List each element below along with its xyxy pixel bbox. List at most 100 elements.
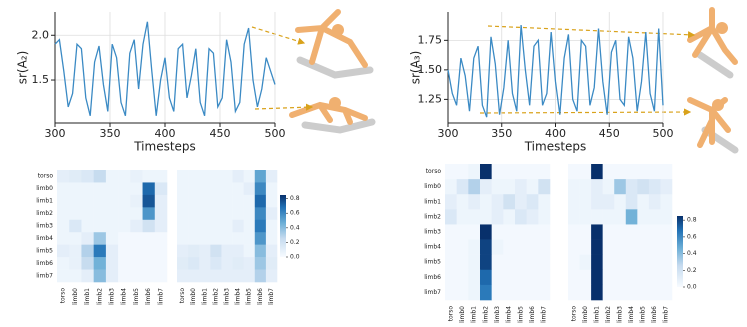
heatmap-cell (93, 244, 107, 258)
heatmap-cell (503, 179, 516, 195)
heatmap-cell (602, 209, 615, 225)
heatmap-cell (105, 219, 119, 233)
heatmap-cell (648, 194, 661, 210)
column-label: limb4 (506, 306, 513, 323)
heatmap-cell (503, 284, 516, 301)
heatmap-cell (568, 179, 580, 195)
x-axis-label: Timesteps (524, 140, 587, 154)
heatmap-cell (579, 224, 592, 240)
heatmap-cell (210, 232, 222, 245)
heatmap-cell (69, 257, 82, 270)
axis-frame (54, 12, 275, 124)
heatmap-cell (660, 194, 673, 210)
heatmap-cell (154, 194, 168, 208)
colorbar-tick-label: 0.4 (687, 250, 697, 257)
colorbar-tick-label: 0.4 (290, 224, 300, 231)
heatmap-cell (188, 232, 200, 245)
column-label: limb6 (529, 306, 536, 323)
heatmap-cell (568, 239, 580, 255)
row-label: limb5 (36, 247, 53, 254)
heatmap-cell (468, 239, 481, 255)
heatmap-cell (526, 164, 539, 180)
heatmap-cell (538, 269, 551, 286)
heatmap-cell (468, 209, 481, 225)
colorbar-tick-label: 0.0 (290, 254, 300, 261)
heatmap-cell (515, 254, 527, 271)
heatmap-cell (93, 219, 107, 233)
heatmap-cell (177, 182, 189, 196)
heatmap-cell (526, 239, 539, 255)
y-tick-label: 1.50 (418, 63, 443, 76)
heatmap-cell (445, 179, 457, 195)
heatmap-cell (515, 224, 527, 240)
column-label: limb3 (617, 306, 624, 323)
heatmap-cell (538, 179, 551, 195)
heatmap-cell (221, 207, 233, 221)
heatmap-cell (69, 219, 82, 233)
row-label: limb6 (36, 260, 53, 267)
heatmap-cell (221, 194, 233, 208)
heatmap-cell (243, 182, 256, 196)
heatmap-cell (568, 194, 580, 210)
heatmap-cell (648, 224, 661, 240)
row-label: limb3 (36, 223, 53, 230)
heatmap-cell (637, 194, 650, 210)
heatmap-cell (221, 182, 233, 196)
column-label: limb5 (640, 306, 647, 323)
column-label: limb0 (459, 306, 466, 323)
row-label: torso (38, 173, 54, 180)
heatmap-cell (591, 239, 603, 255)
heatmap-cell (456, 194, 469, 210)
column-label: limb1 (471, 306, 478, 323)
heatmap-cell (69, 244, 82, 258)
heatmap-cell (568, 254, 580, 271)
column-label: limb3 (494, 306, 501, 323)
heatmap-cell (602, 239, 615, 255)
heatmap-cell (142, 170, 156, 183)
heatmap-cell (154, 182, 168, 196)
colorbar-tick-label: 0.8 (290, 195, 300, 202)
heatmap-cell (142, 244, 156, 258)
heatmap-cell (57, 219, 70, 233)
heatmap-cell (221, 244, 233, 258)
heatmap-cell (526, 224, 539, 240)
heatmap-cell (591, 179, 603, 195)
column-label: limb0 (190, 288, 197, 305)
heatmap-cell (526, 269, 539, 286)
heatmap-cell (130, 244, 143, 258)
heatmap-cell (93, 170, 107, 183)
column-label: limb5 (246, 288, 253, 305)
y-axis-label: sr(A₃) (409, 51, 423, 85)
heatmap-cell (177, 257, 189, 270)
heatmap-cell (503, 224, 516, 240)
heatmap-cell (130, 257, 143, 270)
x-tick-label: 500 (653, 127, 674, 140)
heatmap-cell (614, 239, 627, 255)
column-label: limb2 (605, 306, 612, 323)
heatmap-cell (480, 254, 492, 271)
column-label: torso (447, 306, 454, 322)
heatmap-cell (118, 170, 131, 183)
heatmap-cell (591, 209, 603, 225)
heatmap-cell (660, 254, 673, 271)
row-label: limb4 (424, 244, 441, 251)
heatmap-cell (515, 269, 527, 286)
heatmap-cell (515, 194, 527, 210)
x-axis-label: Timesteps (133, 140, 196, 154)
heatmap-cell (210, 269, 222, 283)
column-label: limb0 (582, 306, 589, 323)
heatmap-cell (232, 207, 244, 221)
heatmap-cell (591, 269, 603, 286)
heatmap-cell (93, 257, 107, 270)
column-label: limb4 (235, 288, 242, 305)
heatmap-cell (118, 232, 131, 245)
heatmap-cell (637, 239, 650, 255)
heatmap-cell (625, 179, 638, 195)
heatmap-cell (515, 209, 527, 225)
heatmap-cell (69, 182, 82, 196)
column-label: limb3 (109, 288, 116, 305)
row-label: limb0 (36, 185, 53, 192)
heatmap-cell (105, 170, 119, 183)
heatmap-cell (130, 207, 143, 221)
row-label: limb3 (424, 229, 441, 236)
